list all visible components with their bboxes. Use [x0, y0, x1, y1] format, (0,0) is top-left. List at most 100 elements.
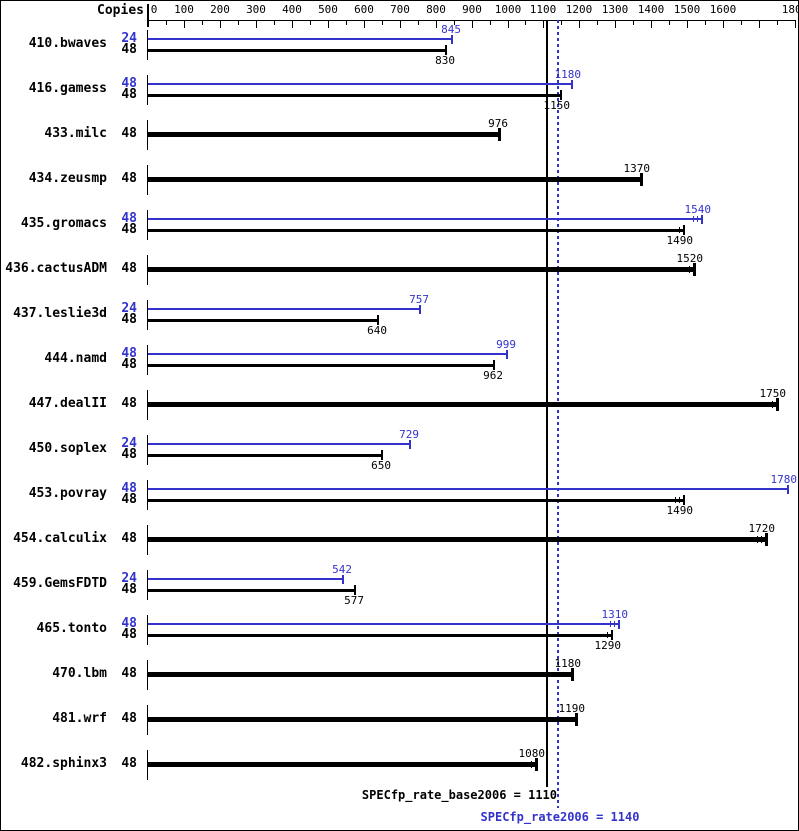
bar-value-label: 1540	[684, 203, 712, 216]
axis-tick-label: 200	[210, 3, 230, 16]
axis-minor-tick	[561, 21, 562, 25]
axis-minor-tick	[597, 21, 598, 25]
bar-value-label: 1750	[759, 387, 787, 400]
axis-tick-label: 400	[282, 3, 302, 16]
bar-peak	[148, 443, 410, 445]
bar-end-tick	[618, 620, 620, 629]
bar-run-mark	[697, 216, 698, 222]
y-axis-segment	[147, 300, 148, 330]
copies-label: 48	[121, 171, 137, 186]
bar-end-tick	[571, 80, 573, 89]
copies-label: 24	[121, 31, 137, 46]
axis-major-tick	[615, 21, 616, 28]
bar-value-label: 1490	[666, 504, 694, 517]
copies-label: 48	[121, 126, 137, 141]
axis-minor-tick	[346, 21, 347, 25]
copies-label: 48	[121, 76, 137, 91]
bar-value-label: 1370	[623, 162, 651, 175]
copies-label: 48	[121, 616, 137, 631]
axis-tick-label: 1800	[781, 3, 798, 16]
bar-end-tick	[409, 440, 411, 449]
axis-major-tick	[292, 21, 293, 28]
bar-end-tick	[701, 215, 703, 224]
bar-peak	[148, 83, 572, 85]
bar-peak	[148, 578, 343, 580]
copies-label: 48	[121, 396, 137, 411]
bar-end-tick	[776, 398, 779, 411]
axis-minor-tick	[741, 21, 742, 25]
bar-run-mark	[675, 497, 676, 503]
bar-end-tick	[683, 495, 685, 505]
benchmark-label: 433.milc	[44, 126, 107, 141]
axis-minor-tick	[238, 21, 239, 25]
bar-value-label: 1190	[558, 702, 586, 715]
bar-end-tick	[445, 45, 447, 55]
bar-base	[148, 762, 536, 767]
copies-label: 48	[121, 531, 137, 546]
bar-base	[148, 672, 572, 677]
benchmark-label: 482.sphinx3	[20, 756, 107, 771]
benchmark-label: 416.gamess	[28, 81, 107, 96]
bar-peak	[148, 488, 788, 490]
bar-peak	[148, 218, 702, 220]
copies-label: 24	[121, 301, 137, 316]
axis-minor-tick	[777, 21, 778, 25]
bar-value-label: 1150	[543, 99, 571, 112]
benchmark-label: 444.namd	[44, 351, 107, 366]
axis-major-tick	[328, 21, 329, 28]
axis-minor-tick	[274, 21, 275, 25]
copies-label: 48	[121, 481, 137, 496]
bar-value-label: 1720	[748, 522, 776, 535]
bar-end-tick	[640, 173, 643, 186]
bar-value-label: 1080	[518, 747, 546, 760]
axis-major-tick	[651, 21, 652, 28]
bar-end-tick	[765, 533, 768, 546]
axis-major-tick	[579, 21, 580, 28]
copies-column-header: Copies	[97, 3, 144, 18]
bar-end-tick	[381, 450, 383, 460]
bar-peak	[148, 353, 507, 355]
bar-value-label: 1180	[554, 68, 582, 81]
axis-major-tick	[436, 21, 437, 28]
bar-end-tick	[493, 360, 495, 370]
bar-value-label: 962	[483, 369, 503, 382]
copies-label: 48	[121, 447, 137, 462]
bar-base	[148, 717, 576, 722]
copies-label: 48	[121, 627, 137, 642]
bar-peak	[148, 623, 619, 625]
bar-base	[148, 267, 694, 272]
copies-label: 48	[121, 346, 137, 361]
axis-major-tick	[687, 21, 688, 28]
copies-label: 48	[121, 582, 137, 597]
bar-end-tick	[560, 90, 562, 100]
axis-minor-tick	[633, 21, 634, 25]
peak-rate-reference-line	[557, 20, 559, 808]
axis-minor-tick	[705, 21, 706, 25]
copies-label: 48	[121, 357, 137, 372]
y-axis-segment	[147, 165, 148, 195]
axis-major-tick	[220, 21, 221, 28]
y-axis-segment	[147, 750, 148, 780]
y-axis-segment	[147, 30, 148, 60]
copies-label: 48	[121, 87, 137, 102]
benchmark-label: 434.zeusmp	[28, 171, 107, 186]
y-axis-segment	[147, 660, 148, 690]
y-axis-segment	[147, 615, 148, 645]
bar-base	[148, 364, 494, 367]
y-axis-segment	[147, 120, 148, 150]
bar-value-label: 830	[435, 54, 455, 67]
benchmark-label: 465.tonto	[36, 621, 107, 636]
benchmark-label: 410.bwaves	[28, 36, 107, 51]
axis-tick-label: 500	[318, 3, 338, 16]
axis-minor-tick	[418, 21, 419, 25]
axis-tick-label: 1000	[494, 3, 522, 16]
benchmark-label: 453.povray	[28, 486, 107, 501]
benchmark-label: 436.cactusADM	[5, 261, 107, 276]
bar-base	[148, 634, 612, 637]
bar-end-tick	[419, 305, 421, 314]
copies-label: 48	[121, 666, 137, 681]
bar-run-mark	[689, 266, 690, 273]
bar-end-tick	[575, 713, 578, 726]
